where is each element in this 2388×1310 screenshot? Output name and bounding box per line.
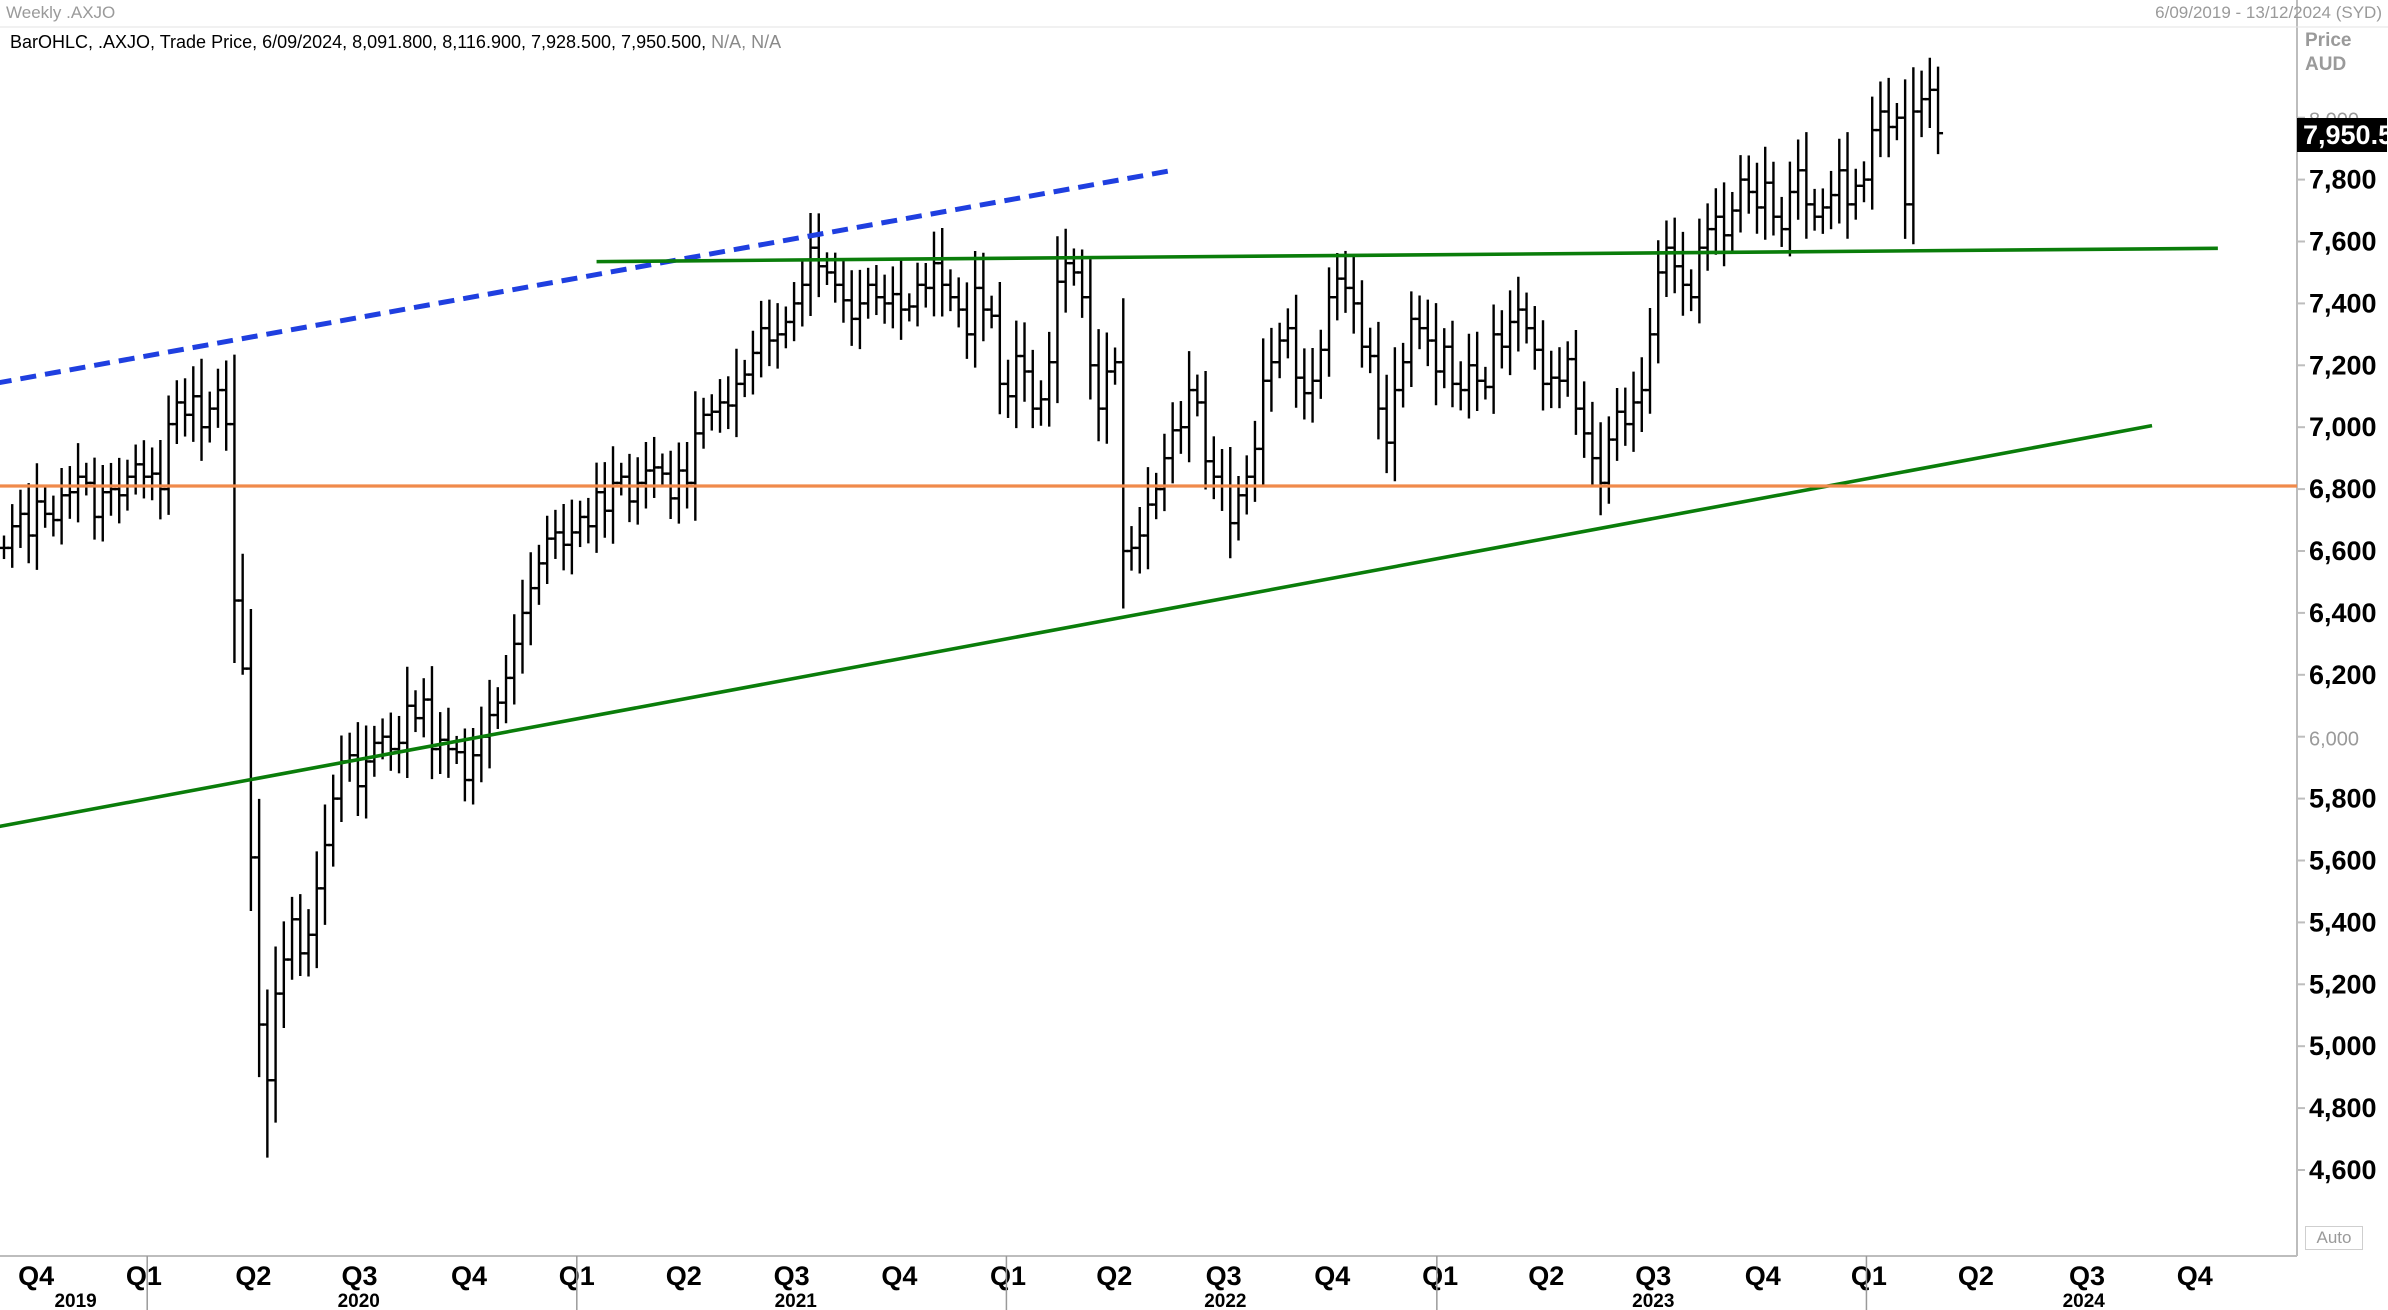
quarter-label: Q4 [18, 1261, 54, 1291]
price-tick-label: 7,600 [2309, 227, 2377, 257]
price-bars [0, 57, 1944, 1158]
year-label: 2019 [54, 1291, 96, 1310]
price-axis-currency: AUD [2305, 54, 2347, 75]
price-tick-label: 7,200 [2309, 350, 2377, 380]
quarter-label: Q2 [1096, 1261, 1132, 1291]
quarter-label: Q3 [1206, 1261, 1242, 1291]
price-tick-label: 5,200 [2309, 969, 2377, 999]
price-tick-label: 6,400 [2309, 598, 2377, 628]
price-tick-label: 7,400 [2309, 288, 2377, 318]
quarter-label: Q2 [666, 1261, 702, 1291]
quarter-label: Q2 [1528, 1261, 1564, 1291]
chart-title: Weekly .AXJO [6, 3, 116, 22]
quarter-label: Q1 [1422, 1261, 1458, 1291]
quarter-label: Q2 [235, 1261, 271, 1291]
quarter-label: Q1 [126, 1261, 162, 1291]
price-tick-label: 5,000 [2309, 1031, 2377, 1061]
time-axis-ticks: Q4 Q1 Q2 Q3 Q4 Q1 Q2 Q3 Q4 Q1 Q2 Q3 Q4 Q1 Q2 Q3 Q4 Q1 Q2 Q3… [18, 1256, 2213, 1310]
support-trendline [596, 246, 2218, 264]
quarter-label: Q4 [1314, 1261, 1350, 1291]
quarter-label: Q4 [1745, 1261, 1781, 1291]
year-label: 2023 [1632, 1291, 1674, 1310]
price-tick-label: 6,600 [2309, 536, 2377, 566]
price-tick-label: 7,800 [2309, 165, 2377, 195]
price-tick-label: 4,800 [2309, 1093, 2377, 1123]
auto-scale-button[interactable]: Auto [2305, 1226, 2363, 1250]
quarter-label: Q3 [2069, 1261, 2105, 1291]
quarter-label: Q3 [774, 1261, 810, 1291]
quarter-label: Q1 [1851, 1261, 1887, 1291]
price-tick-label: 5,600 [2309, 846, 2377, 876]
quarter-label: Q4 [881, 1261, 917, 1291]
support-trendline [0, 423, 2153, 829]
ohlc-readout: BarOHLC, .AXJO, Trade Price, 6/09/2024, … [10, 32, 781, 53]
quarter-label: Q1 [990, 1261, 1026, 1291]
ohlc-na: N/A, N/A [711, 32, 782, 52]
year-label: 2022 [1204, 1291, 1246, 1310]
ohlc-values: BarOHLC, .AXJO, Trade Price, 6/09/2024, … [10, 32, 707, 52]
quarter-label: Q3 [342, 1261, 378, 1291]
last-price-label: 7,950.5 [2297, 118, 2387, 152]
quarter-label: Q3 [1635, 1261, 1671, 1291]
resistance-trendline-dashed [0, 167, 1174, 386]
year-label: 2020 [338, 1291, 380, 1310]
quarter-label: Q2 [1958, 1261, 1994, 1291]
date-range: 6/09/2019 - 13/12/2024 (SYD) [2155, 3, 2382, 22]
price-axis-ticks: 4,600 4,800 5,000 5,200 5,400 5,600 5,800 6,000… [2297, 110, 2377, 1185]
price-axis-title: Price [2305, 30, 2352, 51]
price-tick-label: 6,200 [2309, 660, 2377, 690]
price-tick-label: 5,400 [2309, 907, 2377, 937]
year-label: 2021 [775, 1291, 818, 1310]
trendlines [0, 167, 2297, 829]
price-tick-label: 4,600 [2309, 1155, 2377, 1185]
price-tick-label: 7,000 [2309, 412, 2377, 442]
quarter-label: Q4 [451, 1261, 487, 1291]
year-label: 2024 [2063, 1291, 2106, 1310]
quarter-label: Q4 [2177, 1261, 2213, 1291]
price-tick-label: 5,800 [2309, 784, 2377, 814]
price-tick-label: 6,800 [2309, 474, 2377, 504]
price-tick-label: 6,000 [2309, 729, 2359, 751]
